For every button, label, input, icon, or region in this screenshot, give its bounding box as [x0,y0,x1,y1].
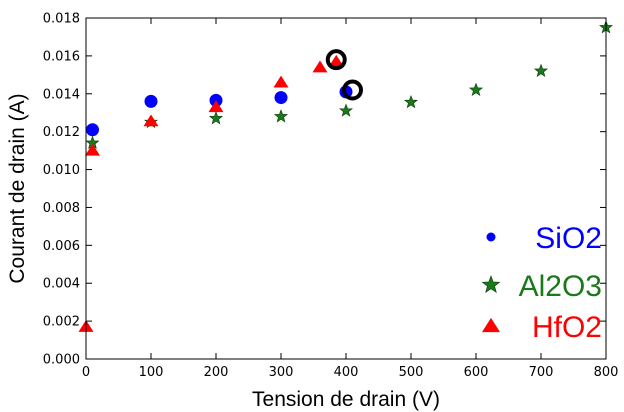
x-tick-label: 600 [464,365,489,380]
y-tick-label: 0.000 [43,353,80,368]
y-tick-labels: 0.000 0.002 0.004 0.006 0.008 0.010 0.012 0.014… [43,12,80,368]
x-tick-label: 400 [334,365,359,380]
x-tick-label: 300 [269,365,294,380]
al2o3-point [404,94,418,109]
hfo2-legend-marker [482,317,500,333]
al2o3-legend-marker [481,275,501,293]
al2o3-point [209,111,223,125]
x-tick-labels: 0 100 200 300 400 500 600 700 800 [82,365,619,380]
hfo2-point [312,60,328,73]
y-tick-label: 0.016 [43,49,80,64]
y-tick-label: 0.012 [43,125,80,140]
hfo2-point [143,114,159,127]
al2o3-point [534,63,548,77]
hfo2-point [208,100,224,113]
y-tick-label: 0.018 [43,12,80,27]
y-tick-label: 0.002 [43,315,80,330]
y-tick-label: 0.006 [43,239,80,254]
x-axis-title: Tension de drain (V) [252,388,440,411]
hfo2-point [85,143,100,156]
x-tick-label: 100 [139,365,164,380]
x-tick-label: 0 [82,365,90,380]
al2o3-point [469,82,483,96]
highlight-rings [325,49,363,101]
sio2-point [144,94,158,108]
sio2-legend-label: SiO2 [535,222,602,255]
al2o3-point [274,109,288,123]
highlight-ring [342,79,363,101]
al2o3-legend-label: Al2O3 [519,270,602,303]
sio2-legend-marker [486,232,496,242]
sio2-point [274,91,288,105]
y-tick-label: 0.014 [43,87,80,102]
y-tick-label: 0.004 [43,277,80,292]
legend: SiO2 Al2O3 HfO2 [481,222,602,344]
x-tick-label: 700 [529,365,554,380]
y-tick-label: 0.008 [43,201,80,216]
x-tick-label: 500 [399,365,424,380]
hfo2-legend-label: HfO2 [532,311,602,344]
al2o3-point [339,103,353,117]
plot-frame [85,17,607,360]
hfo2-point [273,75,289,88]
sio2-point [86,123,99,137]
highlight-ring [325,49,347,71]
x-tick-label: 200 [204,365,229,380]
hfo2-point [328,54,344,67]
x-tick-label: 800 [594,365,619,380]
y-tick-label: 0.010 [43,163,80,178]
axis-ticks [85,17,607,360]
y-axis-title: Courant de drain (A) [6,93,29,283]
